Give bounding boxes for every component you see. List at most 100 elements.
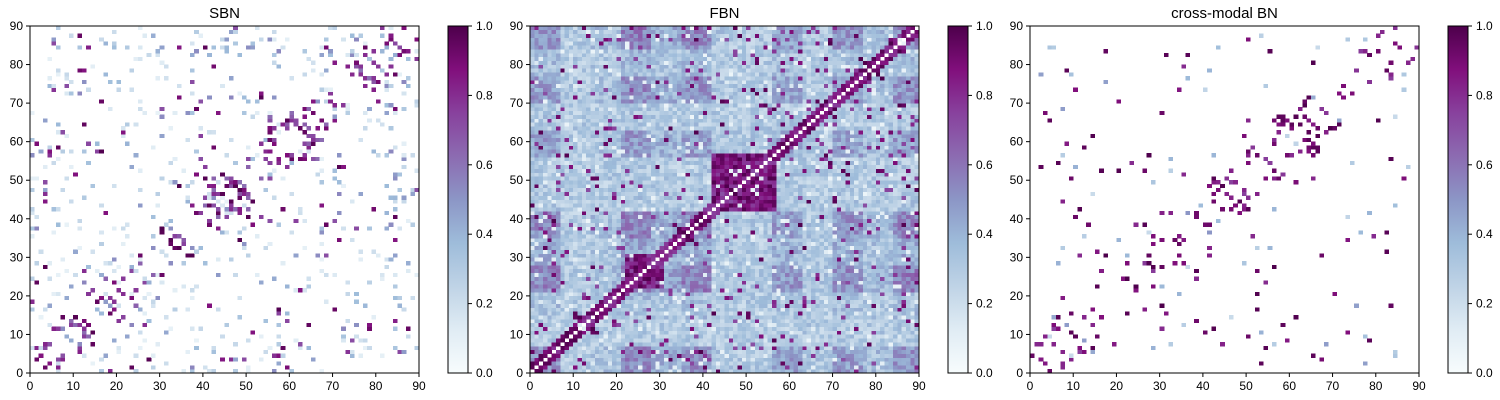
heatmap-cell	[759, 292, 764, 297]
heatmap-cell	[728, 230, 734, 235]
heatmap-cell	[625, 353, 630, 358]
heatmap-cell	[728, 265, 734, 270]
heatmap-cell	[906, 203, 911, 208]
heatmap-cell	[163, 315, 169, 320]
heatmap-cell	[806, 365, 812, 370]
heatmap-cell	[633, 361, 639, 366]
heatmap-cell	[772, 214, 777, 220]
heatmap-cell	[542, 253, 548, 258]
heatmap-cell	[685, 330, 691, 335]
heatmap-cell	[767, 342, 773, 347]
heatmap-cell	[555, 203, 561, 208]
heatmap-cell	[884, 249, 890, 254]
heatmap-cell	[599, 342, 604, 347]
heatmap-cell	[823, 214, 829, 220]
heatmap-cell	[767, 322, 773, 328]
heatmap-cell	[715, 280, 721, 285]
heatmap-cell	[897, 261, 903, 266]
heatmap-cell	[246, 99, 251, 104]
heatmap-cell	[668, 307, 673, 312]
heatmap-cell	[220, 37, 225, 42]
heatmap-cell	[737, 261, 743, 266]
heatmap-cell	[845, 214, 851, 220]
heatmap-cell	[642, 349, 647, 355]
heatmap-cell	[367, 56, 372, 61]
heatmap-cell	[538, 234, 544, 239]
heatmap-cell	[767, 299, 773, 304]
heatmap-cell	[737, 245, 743, 250]
heatmap-cell	[642, 280, 647, 285]
heatmap-cell	[823, 268, 829, 274]
heatmap-cell	[655, 322, 660, 328]
heatmap-cell	[884, 292, 890, 297]
heatmap-cell	[836, 349, 842, 355]
heatmap-cell	[711, 349, 717, 355]
heatmap-cell	[603, 272, 609, 277]
heatmap-cell	[728, 365, 734, 370]
heatmap-cell	[862, 241, 868, 247]
heatmap-cell	[828, 369, 833, 374]
heatmap-cell	[737, 288, 743, 293]
heatmap-cell	[789, 222, 794, 227]
heatmap-cell	[168, 160, 173, 166]
heatmap-cell	[581, 330, 587, 335]
heatmap-cell	[698, 268, 704, 274]
heatmap-cell	[763, 292, 769, 297]
heatmap-cell	[789, 303, 794, 308]
heatmap-cell	[689, 245, 695, 250]
heatmap-cell	[823, 361, 829, 366]
heatmap-cell	[568, 284, 574, 289]
heatmap-cell	[655, 361, 660, 366]
heatmap-cell	[542, 365, 548, 370]
heatmap-cell	[538, 299, 544, 304]
heatmap-cell	[711, 322, 717, 328]
heatmap-cell	[802, 211, 807, 216]
heatmap-cell	[728, 319, 734, 324]
heatmap-cell	[538, 326, 544, 331]
heatmap-cell	[767, 195, 773, 200]
heatmap-cell	[293, 288, 299, 293]
heatmap-cell	[401, 106, 407, 112]
heatmap-cell	[776, 299, 781, 304]
heatmap-cell	[560, 241, 565, 247]
heatmap-cell	[319, 168, 325, 173]
heatmap-cell	[836, 307, 842, 312]
heatmap-cell	[776, 322, 781, 328]
heatmap-cell	[542, 214, 548, 220]
heatmap-cell	[103, 72, 109, 77]
heatmap-cell	[315, 137, 320, 142]
heatmap-cell	[841, 214, 846, 220]
heatmap-cell	[819, 276, 825, 281]
heatmap-cell	[815, 226, 820, 231]
heatmap-cell	[538, 265, 544, 270]
heatmap-cell	[538, 346, 544, 351]
heatmap-cell	[616, 241, 622, 247]
heatmap-cell	[332, 114, 338, 119]
heatmap-cell	[888, 299, 894, 304]
heatmap-cell	[901, 218, 907, 223]
heatmap-cell	[737, 268, 743, 274]
heatmap-cell	[841, 211, 846, 216]
heatmap-cell	[849, 311, 855, 316]
heatmap-cell	[797, 303, 803, 308]
heatmap-cell	[116, 288, 122, 293]
heatmap-cell	[720, 234, 725, 239]
heatmap-cell	[220, 191, 225, 196]
heatmap-cell	[672, 195, 678, 200]
heatmap-cell	[94, 307, 100, 312]
heatmap-cell	[34, 357, 39, 362]
heatmap-cell	[901, 272, 907, 277]
heatmap-cell	[759, 346, 764, 351]
heatmap-cell	[698, 249, 704, 254]
heatmap-cell	[741, 338, 747, 343]
heatmap-cell	[841, 234, 846, 239]
heatmap-cell	[315, 157, 320, 162]
heatmap-cell	[698, 342, 704, 347]
heatmap-cell	[819, 238, 825, 243]
heatmap-cell	[586, 211, 591, 216]
heatmap-cell	[789, 342, 794, 347]
heatmap-cell	[832, 353, 838, 358]
heatmap-cell	[663, 218, 669, 223]
heatmap-cell	[698, 299, 704, 304]
heatmap-cell	[146, 52, 152, 58]
